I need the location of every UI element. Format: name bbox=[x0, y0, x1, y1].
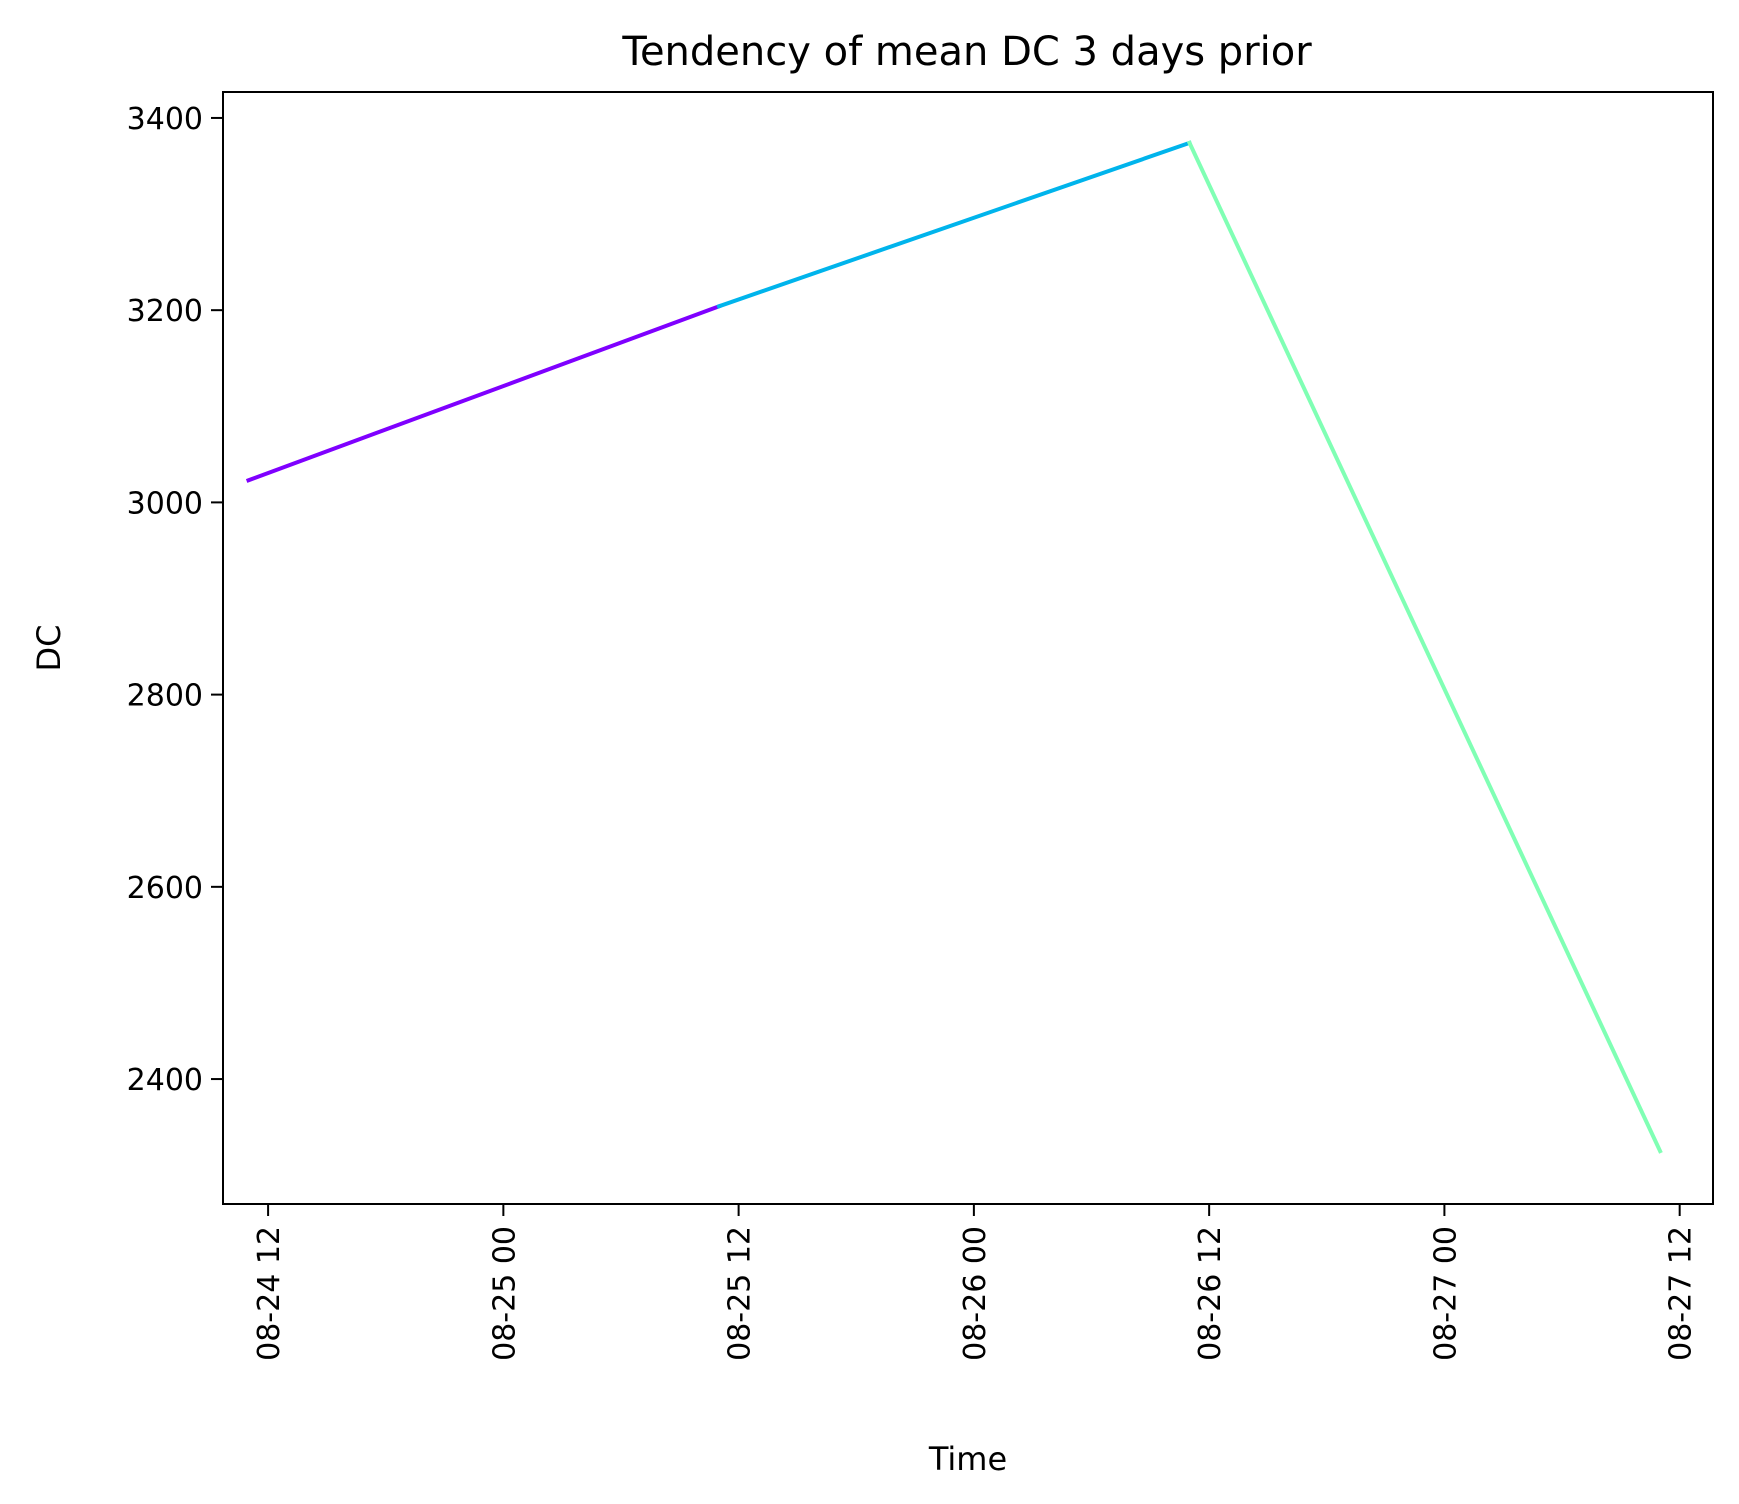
y-axis-ticks: 2400 2600 2800 3000 3200 3400 bbox=[127, 102, 223, 1098]
plot-frame bbox=[222, 91, 1714, 1205]
y-tick-label: 3000 bbox=[127, 486, 203, 521]
y-tick-label: 3400 bbox=[127, 102, 203, 137]
y-tick-label: 3200 bbox=[127, 294, 203, 329]
line-segment-1 bbox=[245, 303, 722, 483]
x-tick-label: 08-24 12 bbox=[252, 1226, 287, 1361]
y-tick-label: 2600 bbox=[127, 871, 203, 906]
x-tick-label: 08-26 12 bbox=[1193, 1226, 1228, 1361]
y-tick-label: 2400 bbox=[127, 1063, 203, 1098]
line-segment-3 bbox=[1186, 140, 1663, 1154]
plot-lines bbox=[245, 140, 1663, 1154]
y-axis-label: DC bbox=[30, 625, 68, 672]
x-tick-label: 08-26 00 bbox=[958, 1226, 993, 1361]
x-tick-label: 08-27 12 bbox=[1664, 1226, 1699, 1361]
x-tick-label: 08-27 00 bbox=[1428, 1226, 1463, 1361]
x-axis-ticks: 08-24 12 08-25 00 08-25 12 08-26 00 08-26 12… bbox=[252, 1204, 1699, 1361]
x-axis-label: Time bbox=[928, 1440, 1007, 1478]
x-tick-label: 08-25 00 bbox=[487, 1226, 522, 1361]
chart-title: Tendency of mean DC 3 days prior bbox=[621, 29, 1312, 75]
line-segment-2 bbox=[716, 140, 1193, 309]
x-tick-label: 08-25 12 bbox=[723, 1226, 758, 1361]
y-tick-label: 2800 bbox=[127, 679, 203, 714]
